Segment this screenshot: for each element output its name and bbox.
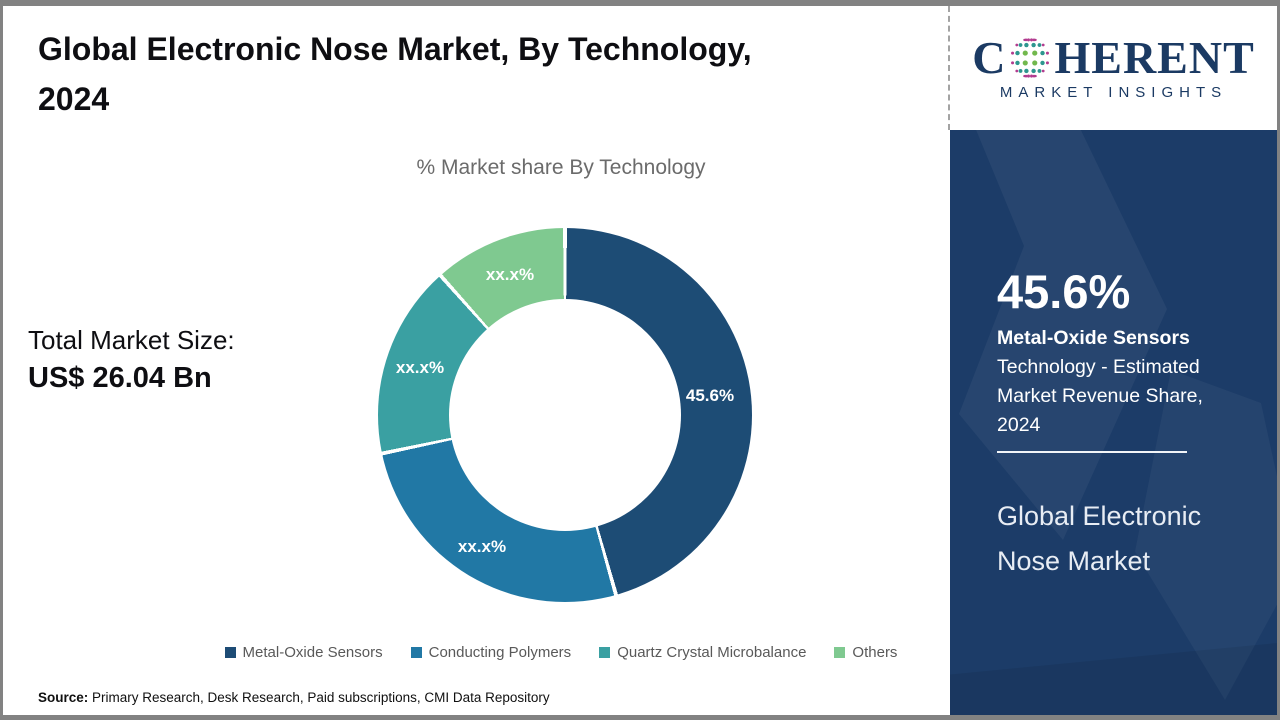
source-text: Primary Research, Desk Research, Paid su… bbox=[88, 690, 550, 705]
brand-subtitle: MARKET INSIGHTS bbox=[999, 84, 1228, 101]
slice-label-metal-oxide-sensors: 45.6% bbox=[685, 386, 735, 405]
donut-hole bbox=[449, 299, 681, 531]
map-texture-shape bbox=[950, 643, 1277, 715]
page-title-line2: 2024 bbox=[38, 81, 110, 117]
divider-line bbox=[997, 451, 1187, 453]
total-market-size-value: US$ 26.04 Bn bbox=[28, 362, 212, 394]
slice-label-quartz-crystal-microbalance: xx.x% bbox=[395, 358, 445, 377]
legend-label: Metal-Oxide Sensors bbox=[242, 644, 383, 661]
legend-label: Conducting Polymers bbox=[428, 644, 572, 661]
globe-dots-icon bbox=[1011, 38, 1050, 78]
sidebar-report-title: Global Electronic Nose Market bbox=[997, 501, 1202, 576]
legend-item-metal-oxide-sensors: Metal-Oxide Sensors bbox=[224, 644, 383, 661]
brand-logo: C HERENT MARKET INSIGHTS bbox=[948, 6, 1277, 130]
source-line: Source: Primary Research, Desk Research,… bbox=[38, 690, 550, 705]
frame-border-bottom bbox=[0, 715, 1280, 720]
total-market-size-label: Total Market Size: bbox=[28, 325, 235, 355]
highlight-stat-text: Technology - Estimated Market Revenue Sh… bbox=[997, 356, 1203, 436]
legend-swatch bbox=[834, 647, 846, 658]
frame-border-left bbox=[0, 0, 3, 720]
legend-swatch bbox=[410, 647, 422, 658]
legend-label: Quartz Crystal Microbalance bbox=[617, 644, 807, 661]
sidebar: C HERENT MARKET INSIGHTS 45.6% Metal-Oxi… bbox=[948, 6, 1277, 715]
frame-border-right bbox=[1277, 0, 1280, 720]
legend-label: Others bbox=[852, 644, 898, 661]
chart-legend: Metal-Oxide Sensors Conducting Polymers … bbox=[186, 644, 936, 661]
legend-item-others: Others bbox=[834, 644, 897, 661]
brand-letter-c: C bbox=[972, 32, 1007, 83]
chart-subtitle: % Market share By Technology bbox=[416, 156, 706, 179]
source-label: Source: bbox=[38, 690, 89, 705]
legend-swatch bbox=[224, 647, 236, 658]
total-market-size: Total Market Size: US$ 26.04 Bn bbox=[28, 322, 235, 398]
legend-item-conducting-polymers: Conducting Polymers bbox=[410, 644, 572, 661]
page-title: Global Electronic Nose Market, By Techno… bbox=[38, 24, 838, 124]
highlight-stat-value: 45.6% bbox=[997, 265, 1131, 318]
slice-label-others: xx.x% bbox=[485, 265, 535, 284]
highlight-stat-segment: Metal-Oxide Sensors bbox=[997, 327, 1190, 349]
page-title-line1: Global Electronic Nose Market, By Techno… bbox=[38, 31, 752, 67]
frame-border-top bbox=[0, 0, 1280, 6]
donut-chart: 45.6% xx.x% xx.x% xx.x% bbox=[378, 228, 752, 602]
brand-wordmark: C HERENT bbox=[972, 35, 1255, 81]
highlight-stat-description: Metal-Oxide Sensors Technology - Estimat… bbox=[997, 324, 1235, 440]
legend-item-quartz-crystal-microbalance: Quartz Crystal Microbalance bbox=[599, 644, 806, 661]
slice-label-conducting-polymers: xx.x% bbox=[457, 537, 507, 556]
sidebar-panel: 45.6% Metal-Oxide Sensors Technology - E… bbox=[950, 130, 1277, 715]
brand-letters-rest: HERENT bbox=[1054, 32, 1255, 83]
legend-swatch bbox=[599, 647, 611, 658]
